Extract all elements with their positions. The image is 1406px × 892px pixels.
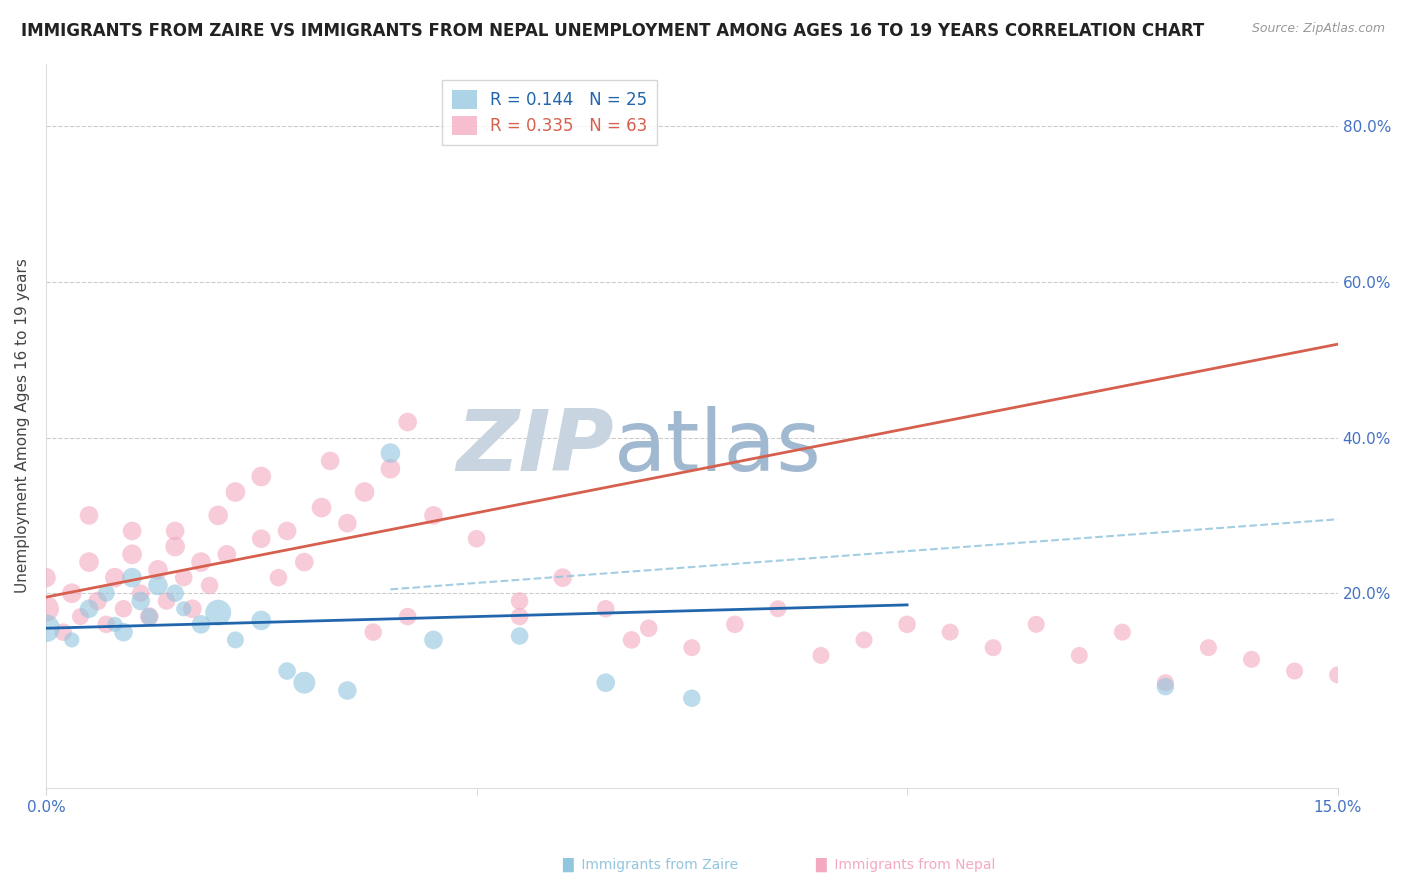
Point <box>353 485 375 500</box>
Point <box>1326 668 1348 682</box>
Point <box>620 632 643 647</box>
Point <box>77 555 100 569</box>
Point <box>207 508 229 523</box>
Point <box>165 540 187 554</box>
Point <box>165 524 187 538</box>
Point <box>35 601 58 615</box>
Point <box>1198 640 1220 655</box>
Point <box>207 606 229 620</box>
Point <box>250 614 273 628</box>
Point <box>810 648 832 663</box>
Point <box>637 621 659 635</box>
Point <box>1240 652 1263 666</box>
Point <box>173 601 195 615</box>
Point <box>380 461 402 475</box>
Point <box>77 601 100 615</box>
Point <box>35 621 58 635</box>
Point <box>1154 680 1177 694</box>
Text: ZIP: ZIP <box>457 406 614 489</box>
Text: IMMIGRANTS FROM ZAIRE VS IMMIGRANTS FROM NEPAL UNEMPLOYMENT AMONG AGES 16 TO 19 : IMMIGRANTS FROM ZAIRE VS IMMIGRANTS FROM… <box>21 22 1205 40</box>
Point <box>52 625 75 640</box>
Point <box>422 508 444 523</box>
Point <box>121 524 143 538</box>
Point <box>681 691 703 706</box>
Y-axis label: Unemployment Among Ages 16 to 19 years: Unemployment Among Ages 16 to 19 years <box>15 259 30 593</box>
Point <box>465 532 488 546</box>
Point <box>396 609 419 624</box>
Point <box>292 555 315 569</box>
Point <box>939 625 962 640</box>
Point <box>681 640 703 655</box>
Point <box>396 415 419 429</box>
Point <box>276 664 298 678</box>
Point <box>77 508 100 523</box>
Point <box>35 571 58 585</box>
Point <box>292 675 315 690</box>
Legend: R = 0.144   N = 25, R = 0.335   N = 63: R = 0.144 N = 25, R = 0.335 N = 63 <box>441 79 658 145</box>
Point <box>336 516 359 531</box>
Point <box>112 625 135 640</box>
Point <box>1069 648 1091 663</box>
Point <box>165 586 187 600</box>
Point <box>267 571 290 585</box>
Point <box>146 578 169 592</box>
Point <box>146 563 169 577</box>
Point <box>509 629 531 643</box>
Point <box>60 586 83 600</box>
Point <box>96 586 118 600</box>
Point <box>896 617 918 632</box>
Point <box>319 454 342 468</box>
Point <box>276 524 298 538</box>
Point <box>724 617 747 632</box>
Point <box>853 632 876 647</box>
Point <box>173 571 195 585</box>
Text: Source: ZipAtlas.com: Source: ZipAtlas.com <box>1251 22 1385 36</box>
Point <box>1154 675 1177 690</box>
Point <box>121 571 143 585</box>
Point <box>104 617 127 632</box>
Point <box>224 632 246 647</box>
Point <box>190 617 212 632</box>
Text: █  Immigrants from Zaire: █ Immigrants from Zaire <box>562 858 738 872</box>
Point <box>155 594 177 608</box>
Text: █  Immigrants from Nepal: █ Immigrants from Nepal <box>815 858 995 872</box>
Point <box>86 594 108 608</box>
Point <box>129 586 152 600</box>
Point <box>311 500 333 515</box>
Point <box>250 532 273 546</box>
Point <box>112 601 135 615</box>
Point <box>224 485 246 500</box>
Point <box>595 601 617 615</box>
Point <box>380 446 402 460</box>
Point <box>69 609 91 624</box>
Point <box>190 555 212 569</box>
Point <box>595 675 617 690</box>
Point <box>1284 664 1306 678</box>
Point <box>96 617 118 632</box>
Point <box>60 632 83 647</box>
Point <box>250 469 273 483</box>
Point <box>138 609 160 624</box>
Point <box>361 625 384 640</box>
Point <box>138 609 160 624</box>
Point <box>422 632 444 647</box>
Point <box>1025 617 1047 632</box>
Point <box>104 571 127 585</box>
Point <box>766 601 789 615</box>
Point <box>509 594 531 608</box>
Point <box>509 609 531 624</box>
Point <box>121 547 143 561</box>
Point <box>198 578 221 592</box>
Point <box>336 683 359 698</box>
Point <box>551 571 574 585</box>
Point <box>215 547 238 561</box>
Point <box>1111 625 1133 640</box>
Text: atlas: atlas <box>614 406 823 489</box>
Point <box>981 640 1004 655</box>
Point <box>181 601 204 615</box>
Point <box>129 594 152 608</box>
